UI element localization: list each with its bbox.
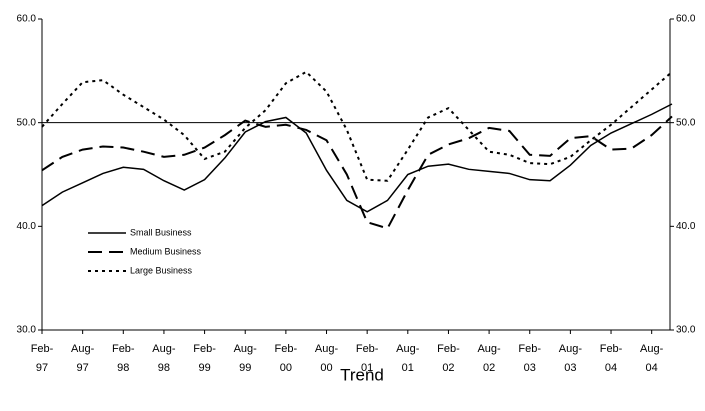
x-tick-label: Feb- 98 [111,343,135,374]
x-tick-label: Aug- 04 [640,343,664,374]
x-tick-label: Aug- 02 [477,343,501,374]
x-tick-label: Feb- 04 [599,343,623,374]
x-tick-label: Feb- 01 [355,343,379,374]
x-tick-label: Aug- 97 [71,343,95,374]
y2-tick-label: 50.0 [676,117,696,128]
series-line [41,70,673,182]
legend-label: Large Business [130,265,193,275]
x-tick-label: Aug- 00 [314,343,339,374]
series-line [41,115,673,230]
y-tick-label: 50.0 [17,117,37,128]
x-tick-label: Feb- 99 [193,343,216,374]
chart-title: Trend [340,365,384,384]
legend-label: Small Business [130,227,192,237]
x-tick-label: Feb- 03 [518,343,542,374]
x-tick-label: Feb- 00 [274,343,298,374]
y-tick-label: 30.0 [17,325,37,336]
x-tick-label: Feb- 97 [30,343,54,374]
x-tick-label: Aug- 98 [152,343,176,374]
x-tick-label: Aug- 01 [396,343,420,374]
x-tick-label: Aug- 99 [233,343,257,374]
y2-tick-label: 60.0 [676,14,696,25]
x-tick-label: Aug- 03 [558,343,582,374]
y-tick-label: 60.0 [17,14,37,25]
y-tick-label: 40.0 [17,221,37,232]
legend-label: Medium Business [130,246,202,256]
y2-tick-label: 40.0 [676,221,696,232]
series-line [41,103,673,213]
y2-tick-label: 30.0 [676,325,696,336]
x-tick-label: Feb- 02 [437,343,460,374]
